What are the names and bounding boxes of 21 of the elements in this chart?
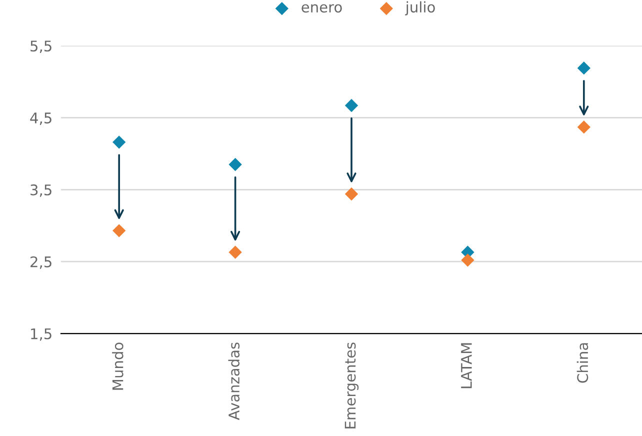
point bbox=[228, 246, 242, 259]
point bbox=[344, 187, 358, 201]
y-tick-label: 5,5 bbox=[30, 40, 52, 54]
x-tick-label: Emergentes bbox=[344, 342, 359, 428]
point bbox=[344, 98, 358, 112]
point bbox=[112, 136, 126, 149]
y-tick-label: 1,5 bbox=[31, 328, 52, 341]
legend-label: enero bbox=[302, 4, 342, 13]
y-tick-label: 2,5 bbox=[30, 256, 52, 269]
x-tick-label: Avanzadas bbox=[228, 342, 240, 420]
point bbox=[228, 158, 242, 172]
point bbox=[461, 254, 474, 267]
x-tick-label: China bbox=[576, 343, 588, 383]
point bbox=[577, 61, 590, 75]
legend-label: julio bbox=[405, 1, 435, 16]
point bbox=[112, 224, 126, 238]
y-tick-label: 3,5 bbox=[30, 184, 52, 197]
y-tick-label: 4,5 bbox=[30, 112, 52, 125]
x-tick-label: LATAM bbox=[461, 343, 472, 388]
x-tick-label: Mundo bbox=[112, 342, 124, 390]
point bbox=[577, 120, 590, 134]
